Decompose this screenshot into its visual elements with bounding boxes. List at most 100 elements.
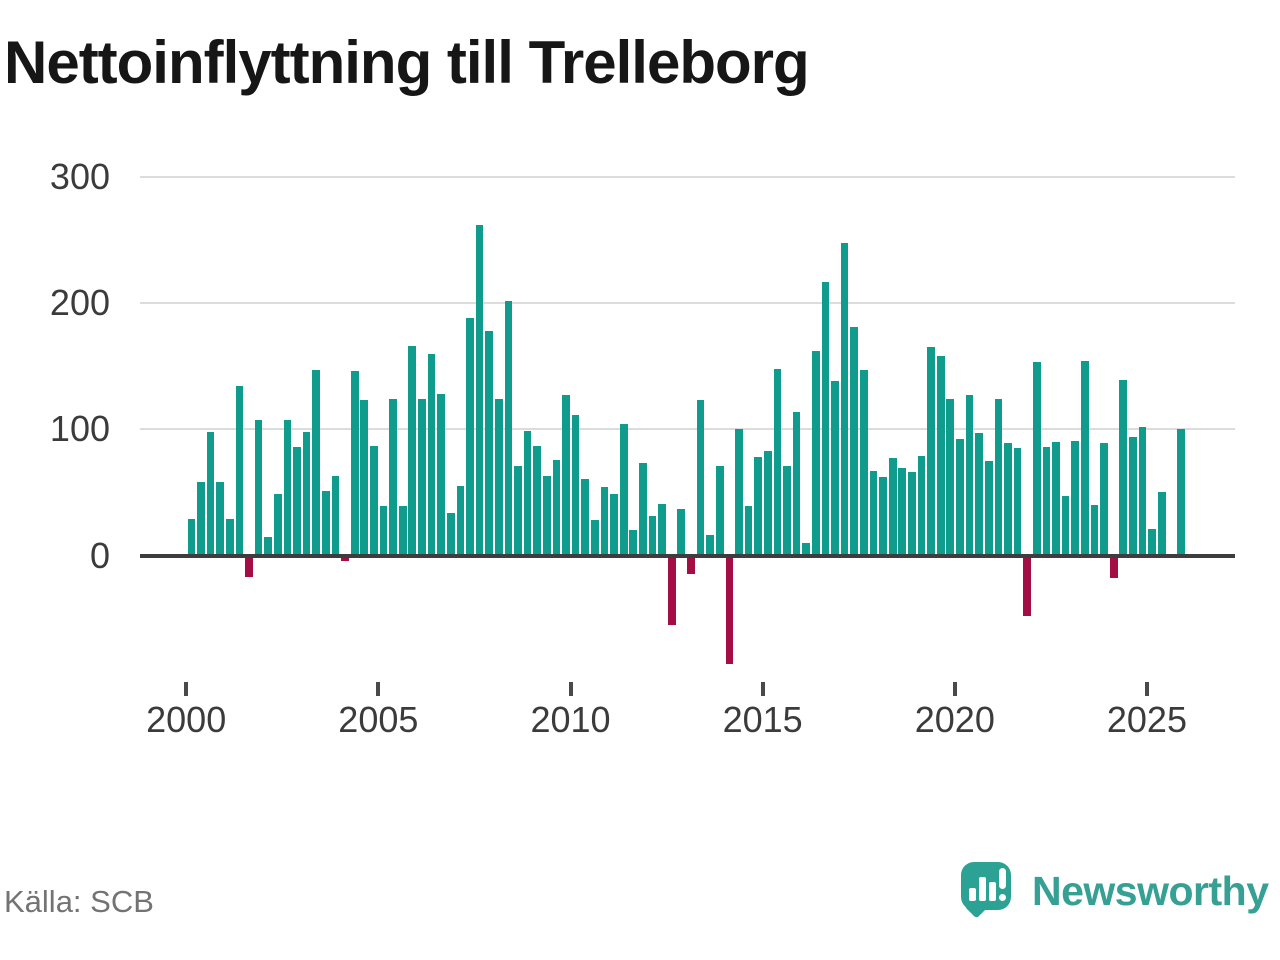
bar-2020Q2 <box>965 395 974 556</box>
bar-2012Q1 <box>648 516 657 556</box>
bar-2013Q2 <box>696 400 705 556</box>
bar-2025Q1 <box>1148 528 1156 556</box>
bar-2005Q1 <box>379 506 388 556</box>
bar-2007Q3 <box>475 224 484 556</box>
bar-2004Q3 <box>360 400 369 556</box>
bar-2005Q2 <box>389 399 397 556</box>
bar-2023Q2 <box>1080 361 1089 556</box>
bar-2024Q4 <box>1138 426 1147 556</box>
bar-2012Q4 <box>677 508 686 556</box>
bar-2025Q4 <box>1177 429 1185 556</box>
bar-2025Q2 <box>1157 492 1166 556</box>
bar-2012Q2 <box>658 503 666 556</box>
bar-2015Q2 <box>773 368 782 556</box>
bar-2000Q1 <box>187 518 196 556</box>
y-tick-label-200: 200 <box>49 282 110 324</box>
bar-2024Q2 <box>1119 380 1128 556</box>
bar-2012Q3 <box>667 555 676 625</box>
bar-2016Q1 <box>802 542 811 556</box>
bar-2021Q1 <box>994 399 1003 556</box>
bar-2023Q1 <box>1071 440 1080 556</box>
bar-2022Q3 <box>1052 441 1060 556</box>
bar-2005Q4 <box>408 346 417 556</box>
bar-2021Q2 <box>1004 443 1012 556</box>
bar-2007Q4 <box>485 330 494 556</box>
x-tick-label-2005: 2005 <box>338 699 419 740</box>
bar-2022Q1 <box>1032 362 1041 556</box>
bar-2021Q3 <box>1013 448 1022 556</box>
bar-2015Q4 <box>792 411 801 556</box>
newsworthy-logo-icon <box>961 862 1011 919</box>
bar-2007Q2 <box>466 318 474 556</box>
bar-2003Q1 <box>302 431 311 556</box>
bar-2008Q4 <box>523 430 532 556</box>
bar-2014Q1 <box>725 555 734 665</box>
x-tick-label-2015: 2015 <box>722 699 803 740</box>
bar-2010Q3 <box>591 520 599 556</box>
bar-2005Q3 <box>398 506 407 556</box>
bar-2016Q4 <box>831 381 839 556</box>
bar-2001Q1 <box>225 518 234 556</box>
bar-2004Q1 <box>341 555 349 561</box>
x-tick-2000 <box>184 682 189 696</box>
bar-2015Q1 <box>763 450 772 556</box>
bar-2017Q2 <box>850 327 859 556</box>
bar-2007Q1 <box>456 486 465 556</box>
bar-2006Q1 <box>418 399 426 556</box>
bar-2018Q2 <box>888 458 897 556</box>
bar-2015Q3 <box>783 465 791 556</box>
bar-2003Q3 <box>322 491 330 556</box>
y-tick-label-100: 100 <box>49 408 110 450</box>
bar-2018Q4 <box>908 472 916 556</box>
x-tick-2005 <box>376 682 381 696</box>
bar-2001Q2 <box>235 386 244 556</box>
bar-2022Q2 <box>1042 446 1051 556</box>
y-tick-label-300: 300 <box>49 155 110 197</box>
bar-2004Q4 <box>370 445 378 556</box>
x-tick-2015 <box>760 682 765 696</box>
bar-2011Q3 <box>629 530 638 556</box>
bar-2024Q3 <box>1129 436 1137 556</box>
x-axis-line <box>140 553 1235 558</box>
bar-2017Q3 <box>860 369 868 556</box>
bar-2003Q2 <box>312 369 321 556</box>
x-tick-label-2000: 2000 <box>146 699 227 740</box>
bar-2002Q2 <box>273 493 282 556</box>
bar-2000Q3 <box>206 431 215 556</box>
source-label: Källa: SCB <box>4 884 154 919</box>
bar-2018Q1 <box>879 477 887 556</box>
bar-2010Q1 <box>571 415 580 556</box>
x-tick-label-2025: 2025 <box>1106 699 1187 740</box>
bar-2010Q2 <box>581 478 590 556</box>
bar-2016Q2 <box>811 351 820 556</box>
gridline-100 <box>140 428 1235 431</box>
bar-2011Q1 <box>610 493 618 556</box>
bar-2020Q3 <box>975 433 983 556</box>
bar-2002Q1 <box>264 536 273 556</box>
bar-2009Q2 <box>542 475 551 556</box>
bar-2019Q3 <box>936 356 945 556</box>
bar-2020Q4 <box>984 460 993 556</box>
bar-2021Q4 <box>1023 555 1032 617</box>
bar-2006Q4 <box>446 512 455 556</box>
bar-2019Q2 <box>927 347 935 556</box>
chart-title: Nettoinflyttning till Trelleborg <box>4 29 810 96</box>
bar-2006Q3 <box>437 393 445 556</box>
bar-2017Q4 <box>869 470 878 556</box>
bar-2001Q4 <box>254 420 263 556</box>
bar-2008Q1 <box>494 399 503 556</box>
bar-2014Q4 <box>754 457 763 556</box>
bar-2008Q2 <box>504 300 513 556</box>
bar-2016Q3 <box>821 281 830 556</box>
y-tick-label-0: 0 <box>89 534 110 576</box>
bar-2000Q2 <box>197 482 205 556</box>
x-tick-label-2010: 2010 <box>530 699 611 740</box>
x-tick-2025 <box>1144 682 1149 696</box>
bar-2004Q2 <box>350 371 359 556</box>
bar-2013Q3 <box>706 535 714 556</box>
bar-2019Q1 <box>917 455 926 556</box>
bar-2014Q3 <box>744 506 753 556</box>
bar-2020Q1 <box>956 439 964 556</box>
bar-2011Q2 <box>619 424 628 556</box>
